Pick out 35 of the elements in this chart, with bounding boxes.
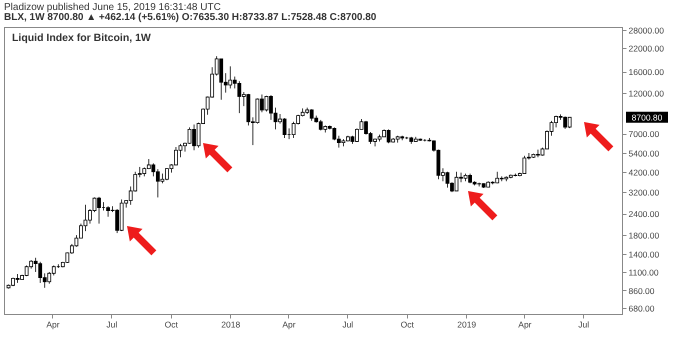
- y-tick-label: 28000.00: [628, 25, 664, 36]
- text: 8700.80: [632, 112, 663, 122]
- x-tick-label: Apr: [282, 320, 296, 330]
- x-tick-label: Jul: [342, 320, 354, 330]
- x-tick-label: 2018: [221, 320, 240, 330]
- chart-subtitle: BLX, 1W 8700.80 ▲ +462.14 (+5.61%) O:7635.30 H:8733.87 L:7528.48 C:8700.80: [4, 12, 376, 23]
- text: Pladizow published June 15, 2019 16:31:48 UTC: [4, 2, 221, 13]
- y-tick-label: 2400.00: [628, 209, 660, 220]
- candlestick: [237, 80, 242, 114]
- y-tick-label: 1100.00: [628, 267, 659, 278]
- x-tick-label: Oct: [164, 320, 179, 330]
- x-tick-label: 2019: [457, 320, 476, 330]
- y-tick-label: 680.00: [628, 303, 655, 314]
- candlestick: [318, 120, 323, 131]
- x-tick-label: Oct: [400, 320, 414, 330]
- y-tick-label: 16000.00: [628, 67, 664, 78]
- y-tick-label: 1800.00: [628, 230, 660, 241]
- x-tick-label: Apr: [518, 320, 532, 330]
- y-tick-label: 3200.00: [628, 188, 660, 198]
- y-tick-label: 860.00: [628, 286, 655, 296]
- y-tick-label: 5400.00: [628, 148, 660, 158]
- candlestick: [310, 108, 314, 122]
- y-tick-label: 12000.00: [628, 88, 664, 99]
- y-tick-label: 4200.00: [628, 167, 660, 178]
- candlestick: [219, 58, 224, 100]
- x-tick-label: Apr: [46, 320, 60, 330]
- candlestick: [38, 261, 42, 284]
- candlestick: [495, 171, 500, 184]
- x-tick-label: Jul: [106, 320, 118, 330]
- y-tick-label: 22000.00: [628, 43, 664, 54]
- chart-title: Liquid Index for Bitcoin, 1W: [12, 32, 151, 44]
- candlestick: [228, 66, 232, 89]
- y-tick-label: 1400.00: [628, 249, 660, 260]
- x-tick-label: Jul: [578, 320, 590, 330]
- y-tick-label: 7000.00: [628, 129, 660, 140]
